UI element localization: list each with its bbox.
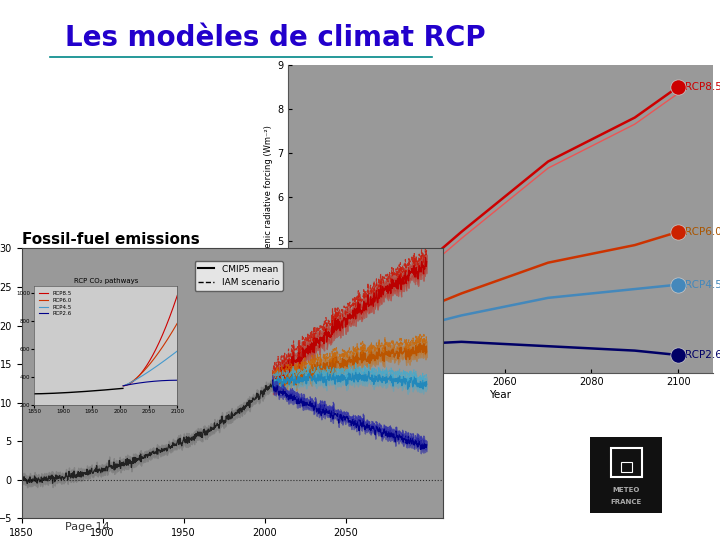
Legend: CMIP5 mean, IAM scenario: CMIP5 mean, IAM scenario xyxy=(194,261,283,291)
Bar xyxy=(611,448,642,477)
Text: RCP2.6: RCP2.6 xyxy=(685,350,720,360)
Text: RCP6.0: RCP6.0 xyxy=(685,227,720,237)
X-axis label: Year: Year xyxy=(490,390,511,400)
Text: RCP4.5: RCP4.5 xyxy=(685,280,720,289)
Text: RCP8.5: RCP8.5 xyxy=(685,82,720,92)
Text: Fossil-fuel emissions: Fossil-fuel emissions xyxy=(22,232,199,247)
Text: METEO: METEO xyxy=(613,487,640,494)
Text: Page 14: Page 14 xyxy=(65,522,109,532)
Y-axis label: total anthropogenic radiative forcing (Wm⁻²): total anthropogenic radiative forcing (W… xyxy=(264,125,273,313)
Text: FRANCE: FRANCE xyxy=(611,500,642,505)
Bar xyxy=(621,462,632,472)
Text: Les modèles de climat RCP: Les modèles de climat RCP xyxy=(65,24,485,52)
